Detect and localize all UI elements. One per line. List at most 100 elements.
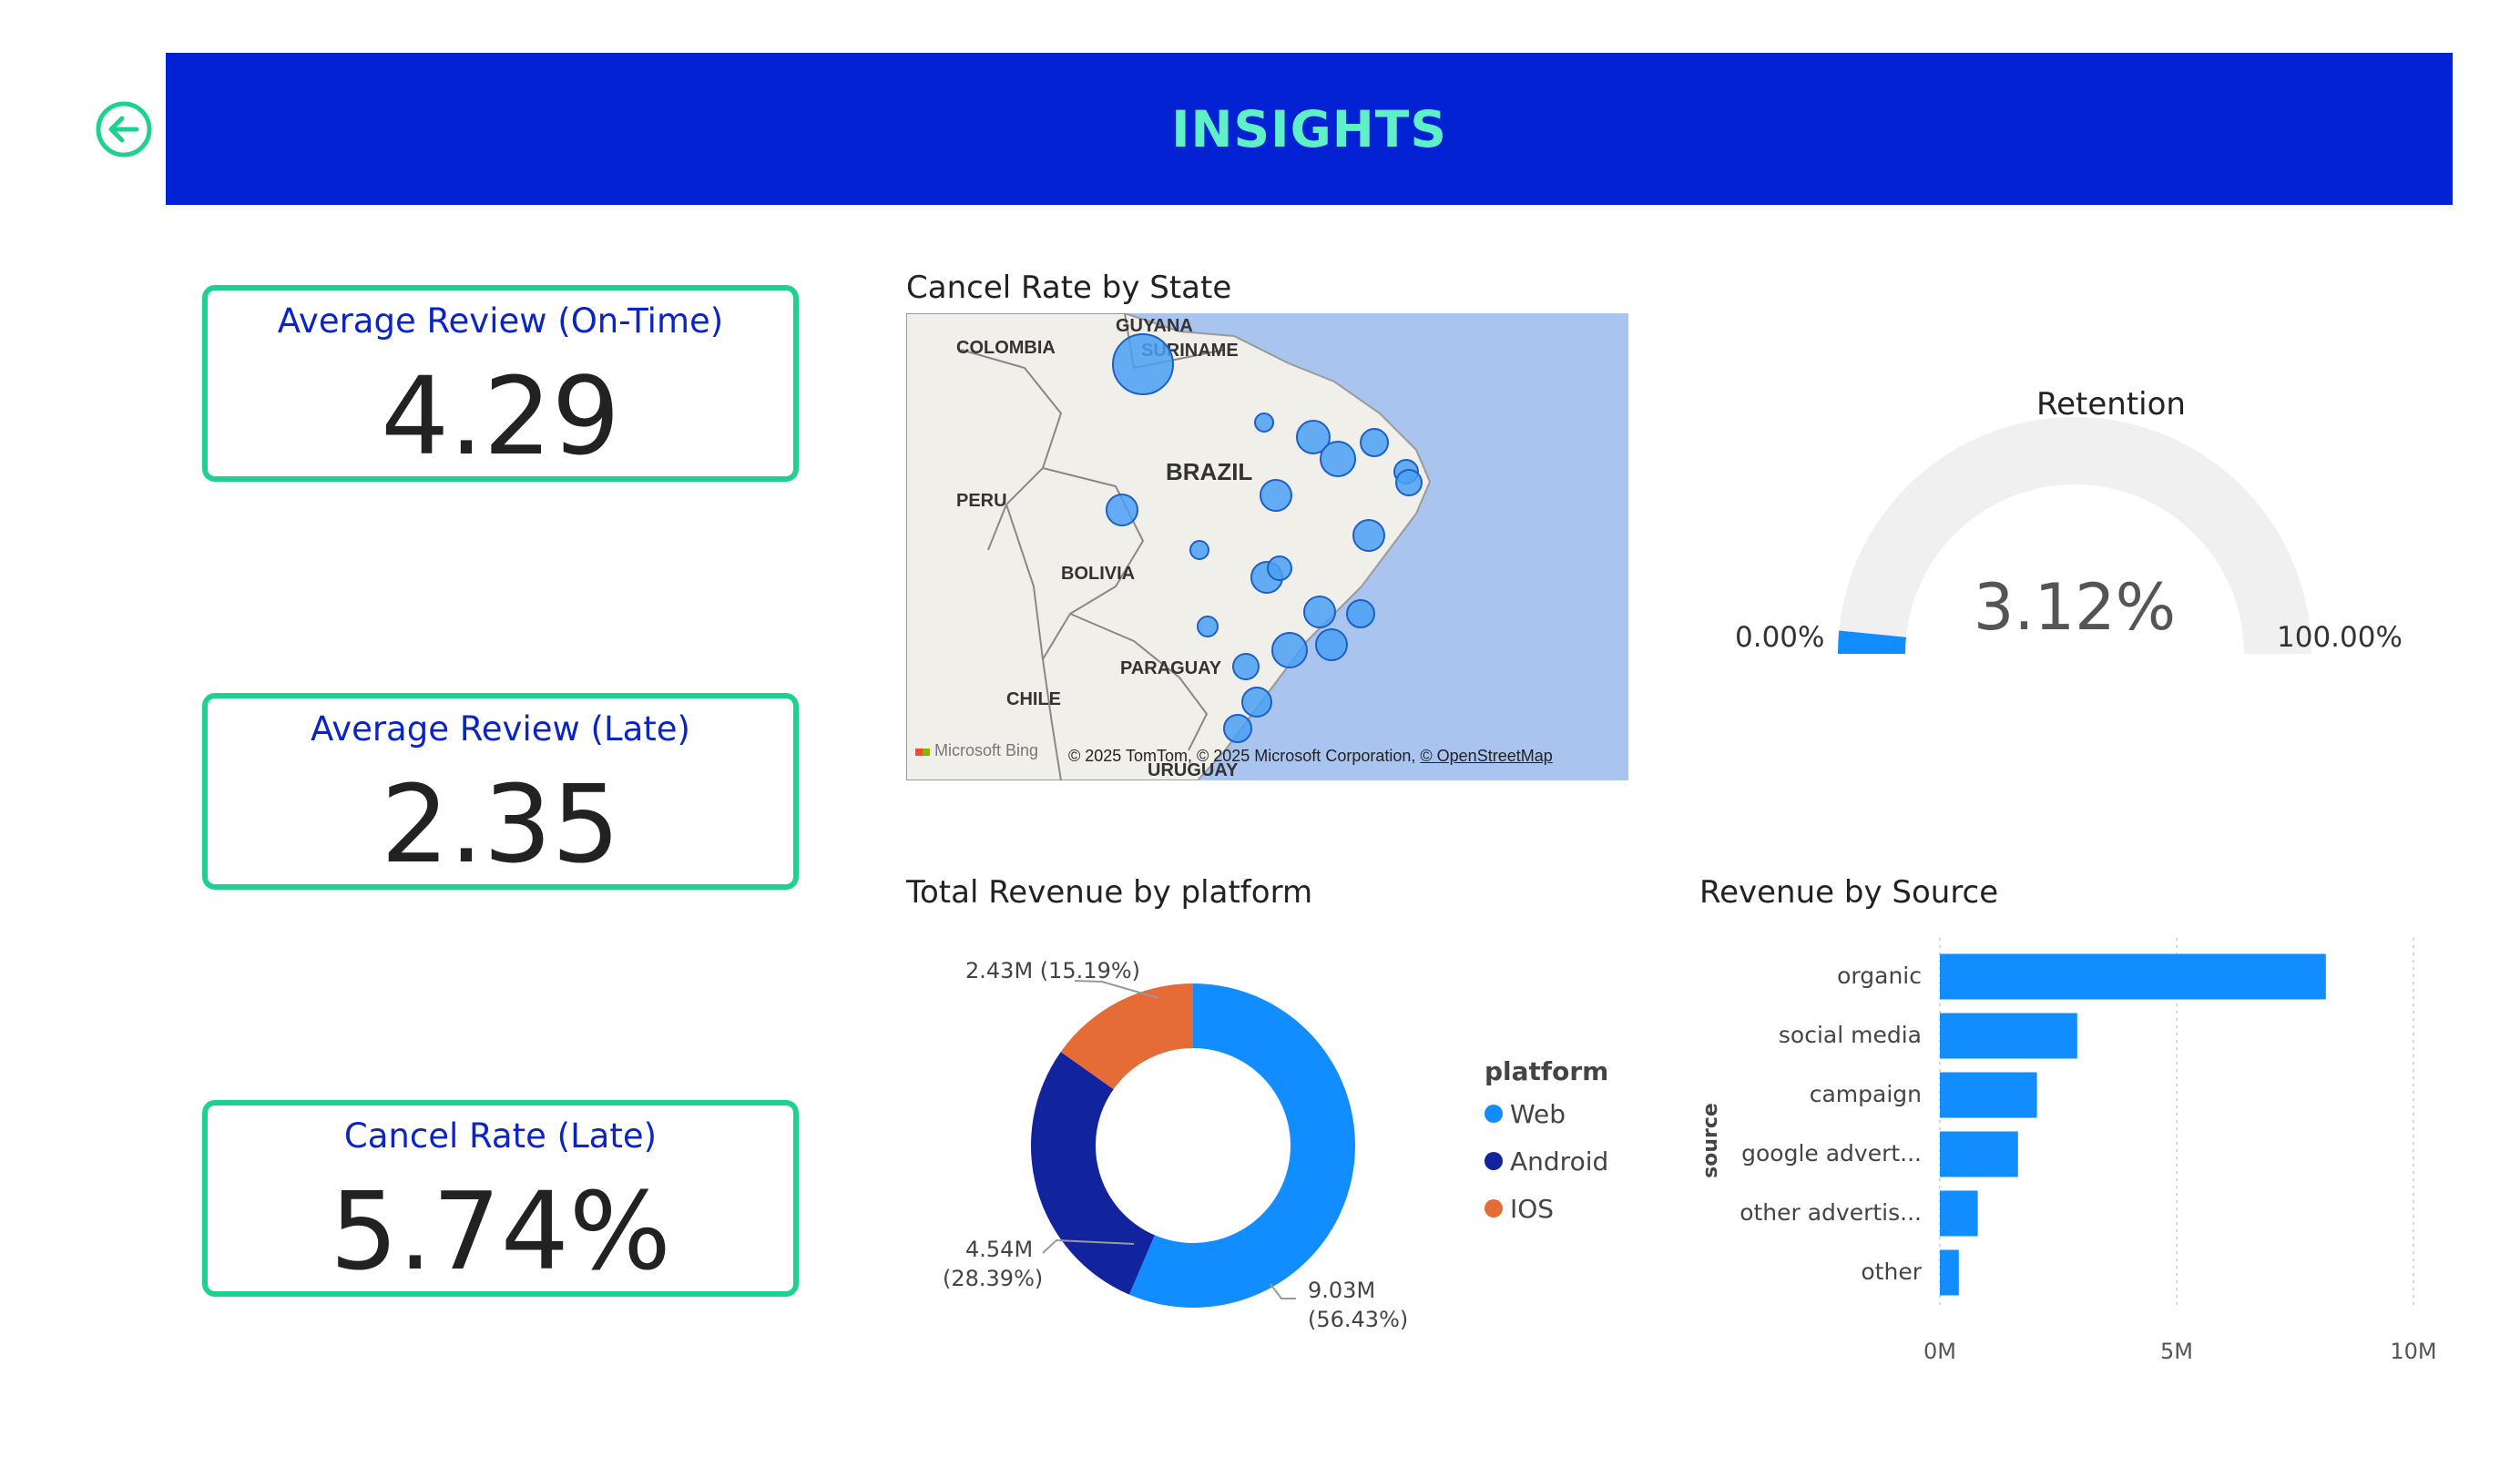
map-bubble[interactable] [1395,469,1423,496]
slice-pct-web: (56.43%) [1308,1307,1409,1332]
kpi-card-cancel-rate-late: Cancel Rate (Late) 5.74% [202,1100,799,1297]
slice-label-ios: 2.43M (15.19%) [965,958,1141,983]
bing-logo-text: Microsoft Bing [934,741,1039,759]
leader-line [1074,980,1159,999]
legend-label: IOS [1510,1193,1555,1224]
legend-dot [1484,1199,1503,1218]
legend-item-ios[interactable]: IOS [1484,1185,1608,1232]
retention-gauge: Retention 3.12% 0.00% 100.00% [1639,382,2520,683]
map-bubble[interactable] [1197,616,1219,637]
x-tick-label: 5M [2160,1339,2193,1364]
slice-label-android: 4.54M [965,1237,1034,1262]
legend-dot [1484,1105,1503,1123]
border-line [1069,613,1209,751]
legend-dot [1484,1152,1503,1170]
kpi-card-review-late: Average Review (Late) 2.35 [202,693,799,890]
bar-category-label: social media [1778,1021,1922,1048]
donut-slice-web[interactable] [1128,983,1355,1308]
kpi-value: 4.29 [381,353,620,479]
back-button[interactable] [95,100,153,158]
map-bubble[interactable] [1315,628,1348,661]
kpi-title: Average Review (Late) [311,709,690,749]
border-line [1005,504,1062,780]
bar-category-label: campaign [1809,1080,1922,1107]
bar[interactable] [1940,1072,2037,1118]
map-bubble[interactable] [1112,333,1174,395]
kpi-card-review-ontime: Average Review (On-Time) 4.29 [202,285,799,482]
border-line [960,349,1063,551]
bar[interactable] [1940,1013,2077,1059]
revenue-platform-donut [1031,980,1355,1308]
gauge-value: 3.12% [1973,570,2177,645]
page-title: INSIGHTS [1171,99,1447,158]
leader-line [1270,1283,1296,1299]
map-canvas: GUYANASURINAMECOLOMBIABRAZILPERUBOLIVIAP… [906,313,1432,780]
bar[interactable] [1940,1131,2018,1177]
map-bubble[interactable] [1271,632,1308,668]
map-title: Cancel Rate by State [906,270,1232,306]
map-label-peru: PERU [956,491,1007,511]
map-bubble[interactable] [1296,420,1331,454]
map-bubble[interactable] [1189,540,1209,560]
map-attribution: © 2025 TomTom, © 2025 Microsoft Corporat… [1068,747,1553,766]
donut-title: Total Revenue by platform [906,874,1313,911]
arrow-left-circle-icon [96,101,152,158]
map-label-uruguay: URUGUAY [1148,760,1239,780]
map-bubble[interactable] [1346,599,1375,628]
revenue-source-chart: organic social media campaign google advert… [1712,929,2505,1366]
bar-category-label: other [1861,1258,1922,1285]
map-bubble[interactable] [1260,479,1292,512]
donut-slice-android[interactable] [1031,1052,1155,1295]
map-label-guyana: GUYANA [1116,316,1193,336]
legend-label: Web [1510,1098,1566,1129]
bar[interactable] [1940,1190,1978,1237]
attribution-text: © 2025 TomTom, © 2025 Microsoft Corporat… [1068,747,1416,765]
map-bubble[interactable] [1303,596,1336,628]
gauge-max-label: 100.00% [2277,621,2403,654]
map-label-colombia: COLOMBIA [956,338,1056,358]
kpi-value: 2.35 [381,761,620,887]
map-label-paraguay: PARAGUAY [1120,658,1222,678]
legend-label: Android [1510,1146,1609,1177]
bar-category-label: other advertis... [1740,1198,1922,1226]
gauge-min-label: 0.00% [1735,621,1825,654]
map-bubble[interactable] [1106,494,1138,526]
x-tick-label: 0M [1923,1339,1956,1364]
map-bubble[interactable] [1352,519,1385,552]
leader-line [1042,1238,1135,1254]
border-line [1042,467,1145,660]
gauge-title: Retention [2036,386,2186,423]
map-label-brazil: BRAZIL [1166,458,1252,485]
openstreetmap-link[interactable]: © OpenStreetMap [1420,747,1553,765]
bar-category-label: organic [1837,962,1922,989]
donut-legend: platform Web Android IOS [1484,1056,1608,1232]
map-bubble[interactable] [1320,441,1356,477]
kpi-title: Average Review (On-Time) [277,301,724,341]
bar[interactable] [1940,953,2326,1000]
legend-item-web[interactable]: Web [1484,1090,1608,1137]
map-bubble[interactable] [1223,714,1252,743]
legend-title: platform [1484,1056,1609,1086]
bar-category-label: google advert... [1741,1139,1922,1167]
map-label-chile: CHILE [1006,689,1061,709]
header-bar [166,53,2453,205]
slice-pct-android: (28.39%) [943,1266,1044,1291]
bing-logo: Microsoft Bing [915,741,1038,760]
map-bubble[interactable] [1232,653,1260,680]
bar[interactable] [1940,1249,1959,1296]
kpi-value: 5.74% [330,1168,671,1294]
donut-slice-ios[interactable] [1060,983,1193,1090]
kpi-title: Cancel Rate (Late) [343,1116,658,1156]
map-bubble[interactable] [1360,428,1389,457]
x-tick-label: 10M [2390,1339,2437,1364]
gauge-track [1838,417,2311,655]
map-bubble[interactable] [1254,413,1274,433]
slice-label-web: 9.03M [1308,1278,1376,1303]
map-bubble[interactable] [1267,555,1292,581]
land-shape [906,313,1432,780]
cancel-rate-map[interactable]: GUYANA SURINAME COLOMBIA BRAZIL PERU BOLIVIA P… [906,313,1628,780]
legend-item-android[interactable]: Android [1484,1137,1608,1185]
map-label-bolivia: BOLIVIA [1061,564,1135,584]
bar-chart-title: Revenue by Source [1699,874,1999,911]
map-bubble[interactable] [1241,687,1272,718]
